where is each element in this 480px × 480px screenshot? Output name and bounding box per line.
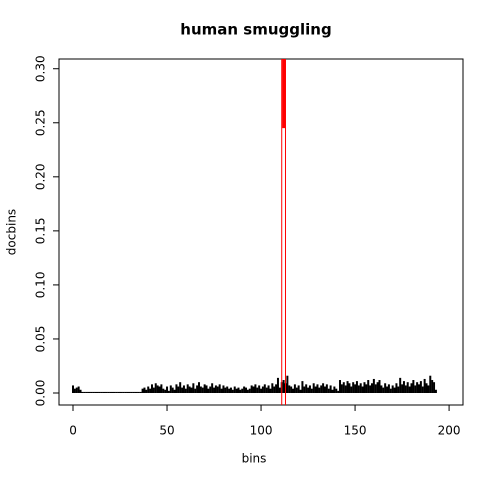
y-tick-label: 0.10 <box>34 272 48 299</box>
chart-title: human smuggling <box>180 21 331 39</box>
x-tick-label: 0 <box>69 424 77 438</box>
x-tick-label: 100 <box>250 424 273 438</box>
x-axis-label: bins <box>242 452 267 466</box>
y-tick-label: 0.15 <box>34 218 48 245</box>
plot-frame <box>58 58 464 406</box>
y-tick-label: 0.20 <box>34 163 48 190</box>
y-tick-label: 0.25 <box>34 109 48 136</box>
y-tick-label: 0.05 <box>34 326 48 353</box>
x-tick-label: 150 <box>344 424 367 438</box>
x-tick-label: 200 <box>438 424 461 438</box>
y-axis-label: docbins <box>5 209 19 255</box>
y-tick-label: 0.00 <box>34 380 48 407</box>
y-tick-label: 0.30 <box>34 55 48 82</box>
x-tick-label: 50 <box>159 424 174 438</box>
